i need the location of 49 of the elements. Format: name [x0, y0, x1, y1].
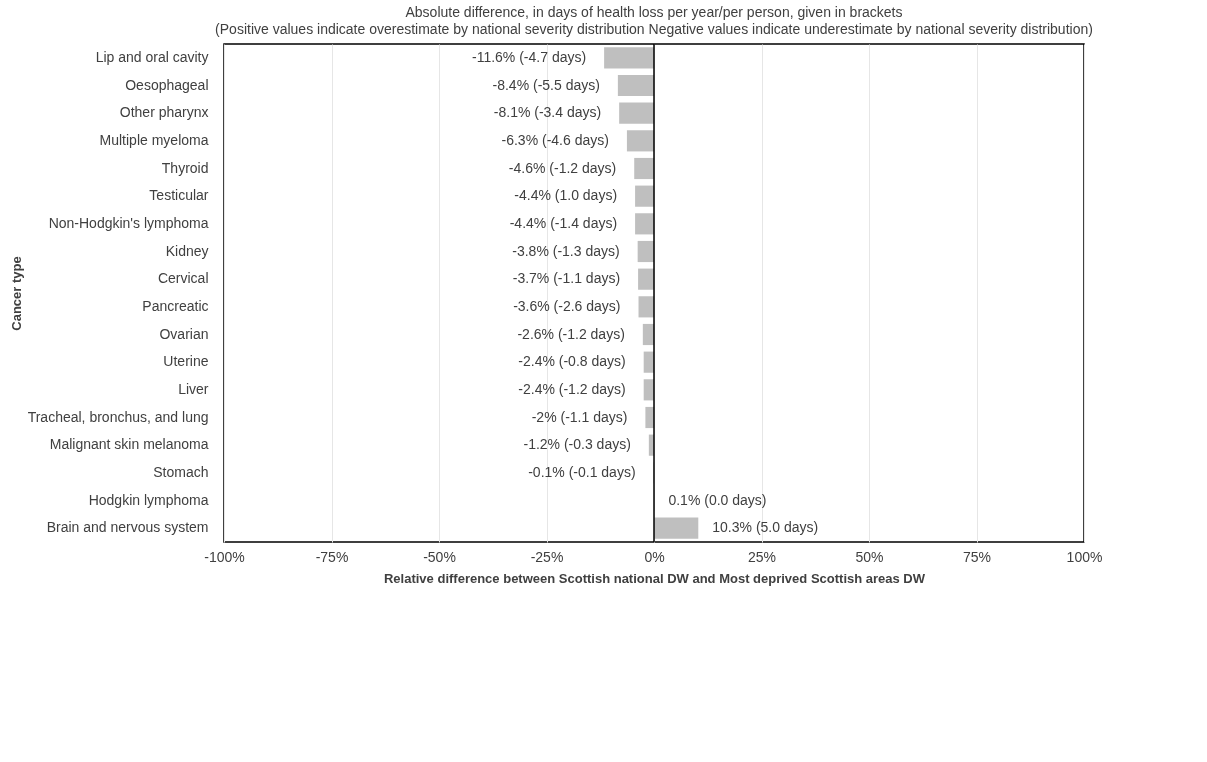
data-label: -11.6% (-4.7 days) — [471, 48, 587, 65]
y-tick-label: Other pharynx — [119, 104, 209, 121]
x-tick-label: 100% — [1066, 548, 1103, 565]
data-label: -2.4% (-1.2 days) — [518, 380, 626, 397]
x-tick-label: 50% — [855, 548, 884, 565]
y-tick-label: Ovarian — [159, 325, 209, 342]
y-tick-label: Uterine — [163, 353, 209, 370]
y-tick-label: Testicular — [149, 187, 209, 204]
y-tick-label: Brain and nervous system — [46, 519, 209, 536]
data-label: -4.4% (1.0 days) — [514, 187, 618, 204]
y-tick-label: Kidney — [165, 242, 209, 259]
x-tick-label: -100% — [204, 548, 245, 565]
data-label: -4.4% (-1.4 days) — [509, 214, 618, 231]
chart-subtitle: (Positive values indicate overestimate by national severity distribution Negative values indicate underestimate by national severity distribution) — [215, 21, 1093, 38]
data-label: 10.3% (5.0 days) — [712, 519, 819, 536]
y-tick-label: Non-Hodgkin's lymphoma — [48, 214, 209, 231]
x-tick-label: 0% — [644, 548, 665, 565]
y-tick-label: Cervical — [157, 270, 209, 287]
x-tick-label: -75% — [315, 548, 349, 565]
data-label: -3.6% (-2.6 days) — [513, 297, 621, 314]
y-tick-label: Liver — [178, 380, 209, 397]
data-label: -2% (-1.1 days) — [531, 408, 628, 425]
data-label: -6.3% (-4.6 days) — [501, 131, 609, 148]
data-label: -2.4% (-0.8 days) — [518, 353, 626, 370]
data-label: -2.6% (-1.2 days) — [517, 325, 625, 342]
y-tick-label: Thyroid — [161, 159, 209, 176]
data-label: -8.1% (-3.4 days) — [493, 104, 602, 121]
x-tick-label: -50% — [423, 548, 456, 565]
x-axis-title: Relative difference between Scottish national DW and Most deprived Scottish areas DW — [383, 570, 926, 586]
x-tick-label: 25% — [747, 548, 777, 565]
data-label: -3.8% (-1.3 days) — [512, 242, 620, 259]
y-tick-label: Multiple myeloma — [99, 131, 209, 148]
y-axis-title: Cancer type — [8, 256, 24, 331]
y-tick-label: Pancreatic — [142, 297, 209, 314]
data-label: -4.6% (-1.2 days) — [508, 159, 617, 176]
y-tick-label: Malignant skin melanoma — [49, 436, 209, 453]
data-label: -3.7% (-1.1 days) — [512, 270, 621, 287]
y-tick-label: Tracheal, bronchus, and lung — [27, 408, 209, 425]
data-label: -8.4% (-5.5 days) — [492, 76, 600, 93]
x-tick-label: 75% — [962, 548, 992, 565]
data-label: -1.2% (-0.3 days) — [523, 436, 631, 453]
y-tick-label: Stomach — [153, 463, 209, 480]
data-label: -0.1% (-0.1 days) — [528, 463, 636, 480]
data-label: 0.1% (0.0 days) — [668, 491, 767, 508]
chart-title: Absolute difference, in days of health loss per year/per person, given in brackets — [405, 4, 903, 21]
y-tick-label: Oesophageal — [125, 76, 209, 93]
x-tick-label: -25% — [530, 548, 564, 565]
y-tick-label: Lip and oral cavity — [95, 48, 209, 65]
y-tick-label: Hodgkin lymphoma — [88, 491, 209, 508]
